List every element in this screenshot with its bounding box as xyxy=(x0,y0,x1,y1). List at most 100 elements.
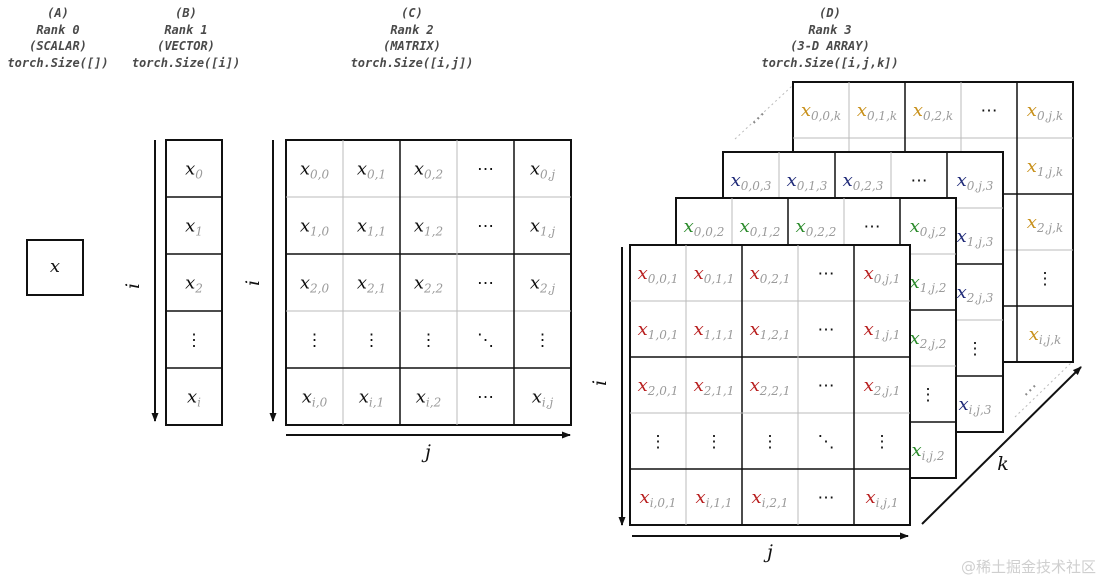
tensor-layer-1-entry: x1,0,1 xyxy=(638,319,679,342)
tensor-layer-k-entry: x1,j,k xyxy=(1027,156,1063,179)
matrix-entry: xi,0 xyxy=(302,387,328,410)
tensor-layer-k-entry: xi,j,k xyxy=(1029,324,1062,347)
matrix-i-axis-label: i xyxy=(242,280,264,286)
matrix-entry: ⋱ xyxy=(477,331,494,351)
matrix-entry: x2,2 xyxy=(414,273,443,296)
header-c-kind: (MATRIX) xyxy=(383,39,441,53)
tensor-layer-1-entry: ⋮ xyxy=(762,432,779,452)
matrix-entry: xi,2 xyxy=(416,387,441,410)
tensor-layer-1-entry: x0,2,1 xyxy=(750,263,791,286)
header-d-size: torch.Size([i,j,k]) xyxy=(761,56,898,70)
tensor-k-axis-label: k xyxy=(997,453,1009,475)
header-rank-1: (B) Rank 1 (VECTOR) torch.Size([i]) xyxy=(132,6,240,70)
tensor-layer-3-entry: x0,2,3 xyxy=(843,170,884,193)
matrix-j-axis-label: j xyxy=(421,441,431,463)
matrix-entry: ⋮ xyxy=(420,331,437,351)
vector-i-axis-label: i xyxy=(122,283,144,289)
scalar-box xyxy=(26,239,84,296)
tensor-layer-k-entry: x0,1,k xyxy=(857,100,897,123)
matrix-entry: ⋯ xyxy=(477,274,494,294)
header-a-letter: (A) xyxy=(47,6,69,20)
matrix-entry: x0,j xyxy=(530,159,556,182)
matrix-box xyxy=(285,139,572,426)
matrix-entry: x1,j xyxy=(530,216,556,239)
tensor-layer-k-entry: x0,j,k xyxy=(1027,100,1063,123)
header-b-size: torch.Size([i]) xyxy=(132,56,240,70)
vector-entry: xi xyxy=(187,387,201,410)
vector-entry: x0 xyxy=(185,159,203,182)
tensor-k-axis-arrow xyxy=(921,366,1082,525)
tensor-layer-1-entry: ⋱ xyxy=(818,432,835,452)
tensor-layer-1-entry: x2,2,1 xyxy=(750,375,791,398)
tensor-layer-1-entry: xi,1,1 xyxy=(696,487,733,510)
matrix-entry: x1,2 xyxy=(414,216,443,239)
header-d-rank: Rank 3 xyxy=(808,23,851,37)
tensor-layer-1-entry: ⋮ xyxy=(650,432,667,452)
tensor-layer-1-entry: ⋯ xyxy=(818,376,835,396)
tensor-layer-2-entry: ⋯ xyxy=(864,217,881,237)
depth-ellipsis-bottom: ⋯ xyxy=(1017,377,1043,403)
tensor-layer-k-entry: ⋮ xyxy=(1037,269,1054,289)
tensor-layer-1-entry: xi,2,1 xyxy=(752,487,789,510)
tensor-layer-1-entry: ⋮ xyxy=(706,432,723,452)
tensor-layer-3-entry: x0,j,3 xyxy=(957,170,994,193)
tensor-layer-2-entry: x1,j,2 xyxy=(910,272,947,295)
tensor-layer-k-entry: x2,j,k xyxy=(1027,212,1063,235)
header-a-rank: Rank 0 xyxy=(36,23,79,37)
matrix-entry: ⋮ xyxy=(534,331,551,351)
tensor-i-axis-label: i xyxy=(589,380,611,386)
tensor-layer-3-entry: x0,0,3 xyxy=(731,170,772,193)
header-rank-0: (A) Rank 0 (SCALAR) torch.Size([]) xyxy=(7,6,108,70)
matrix-entry: ⋮ xyxy=(306,331,323,351)
vector-entry: x2 xyxy=(185,273,203,296)
tensor-layer-1-entry: x1,1,1 xyxy=(694,319,735,342)
tensor-layer-1-entry: ⋮ xyxy=(874,432,891,452)
tensor-layer-3-entry: x1,j,3 xyxy=(957,226,994,249)
tensor-layer-k-entry: x0,0,k xyxy=(801,100,841,123)
tensor-layer-2-entry: x2,j,2 xyxy=(910,328,947,351)
header-b-letter: (B) xyxy=(175,6,197,20)
vector-box xyxy=(165,139,223,426)
tensor-layer-1-entry: xi,j,1 xyxy=(866,487,899,510)
tensor-layer-1-box xyxy=(629,244,911,526)
diagram-cells: x x0 x1 x2 ⋮ xi x0,0 x0,1 x0,2 ⋯ x0,j x1,0 x1,1 x1,2 ⋯… xyxy=(26,81,1074,526)
tensor-layer-3-entry: x2,j,3 xyxy=(957,282,994,305)
matrix-entry: xi,1 xyxy=(359,387,384,410)
matrix-entry: x2,0 xyxy=(300,273,330,296)
tensor-layer-2-entry: x0,1,2 xyxy=(740,216,781,239)
tensor-layer-k-entry: ⋯ xyxy=(981,101,998,121)
tensor-layer-2-entry: x0,j,2 xyxy=(910,216,947,239)
matrix-entry: ⋯ xyxy=(477,160,494,180)
tensor-layer-1-entry: x1,2,1 xyxy=(750,319,791,342)
tensor-layer-1-entry: x0,1,1 xyxy=(694,263,735,286)
vector-entry: x1 xyxy=(185,216,203,239)
matrix-entry: ⋮ xyxy=(363,331,380,351)
header-rank-3: (D) Rank 3 (3-D ARRAY) torch.Size([i,j,k… xyxy=(761,6,898,70)
header-c-letter: (C) xyxy=(401,6,423,20)
header-c-size: torch.Size([i,j]) xyxy=(351,56,474,70)
header-rank-2: (C) Rank 2 (MATRIX) torch.Size([i,j]) xyxy=(351,6,474,70)
tensor-layer-1-entry: ⋯ xyxy=(818,264,835,284)
matrix-entry: x1,0 xyxy=(300,216,330,239)
tensor-layer-1-entry: x0,0,1 xyxy=(638,263,679,286)
tensor-layer-3-entry: x0,1,3 xyxy=(787,170,828,193)
matrix-entry: x0,2 xyxy=(414,159,443,182)
matrix-entry: x2,j xyxy=(530,273,556,296)
tensor-layer-1-entry: xi,0,1 xyxy=(640,487,677,510)
tensor-layer-k-entry: x0,2,k xyxy=(913,100,953,123)
header-a-kind: (SCALAR) xyxy=(29,39,87,53)
watermark-text: @稀土掘金技术社区 xyxy=(961,558,1096,576)
matrix-entry: ⋯ xyxy=(477,388,494,408)
header-c-rank: Rank 2 xyxy=(390,23,433,37)
header-d-letter: (D) xyxy=(819,6,841,20)
tensor-j-axis-label: j xyxy=(763,541,773,563)
depth-ellipsis-top: ⋯ xyxy=(745,105,771,131)
tensor-layer-3-entry: ⋮ xyxy=(967,339,984,359)
tensor-layer-2-entry: x0,2,2 xyxy=(796,216,837,239)
scalar-entry: x xyxy=(50,256,60,277)
header-d-kind: (3-D ARRAY) xyxy=(790,39,869,53)
matrix-entry: x2,1 xyxy=(357,273,386,296)
header-a-size: torch.Size([]) xyxy=(7,56,108,70)
tensor-layer-1-entry: ⋯ xyxy=(818,320,835,340)
